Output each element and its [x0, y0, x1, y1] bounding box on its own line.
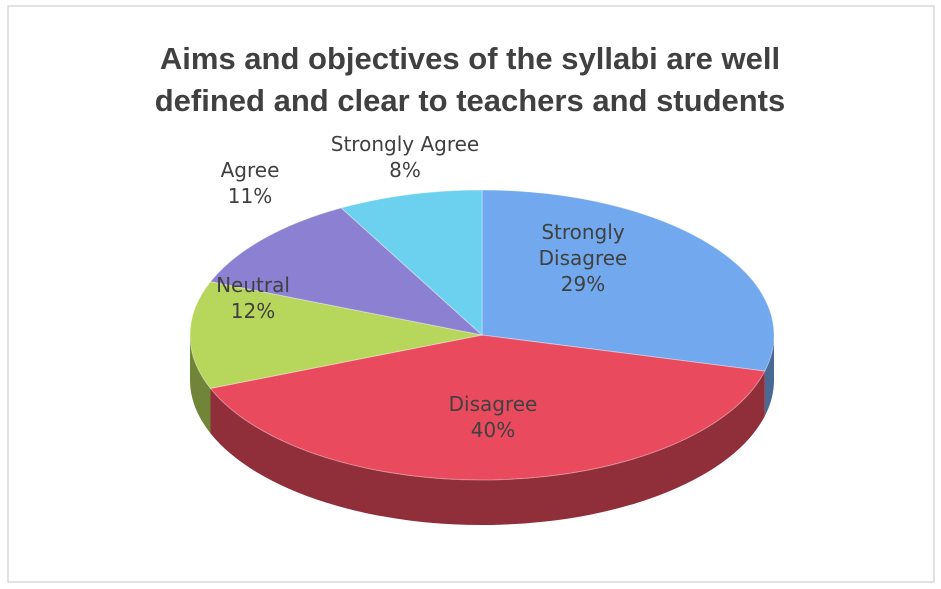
- value-label: 29%: [560, 272, 606, 296]
- value-label: 12%: [230, 299, 276, 323]
- slice: [209, 334, 766, 481]
- data-label: Neutral 12%: [193, 272, 313, 324]
- slice: [189, 281, 483, 389]
- category-label: Agree: [220, 158, 280, 182]
- category-label: Strongly Agree: [330, 132, 480, 156]
- slice: [209, 207, 484, 336]
- slice-side: [764, 335, 774, 417]
- data-label: Disagree 40%: [393, 391, 593, 443]
- chart-title: Aims and objectives of the syllabi are w…: [154, 41, 786, 118]
- slice-side: [190, 335, 211, 434]
- category-label: Strongly Disagree: [538, 220, 628, 270]
- slice: [340, 189, 483, 337]
- data-label: Strongly Disagree 29%: [528, 219, 638, 297]
- slice-side: [210, 371, 765, 525]
- data-label: Strongly Agree 8%: [305, 131, 505, 183]
- slice: [481, 189, 775, 372]
- data-label: Agree 11%: [190, 157, 310, 209]
- category-label: Disagree: [448, 392, 538, 416]
- category-label: Neutral: [216, 273, 290, 297]
- value-label: 40%: [470, 418, 516, 442]
- value-label: 8%: [389, 158, 421, 182]
- value-label: 11%: [227, 184, 273, 208]
